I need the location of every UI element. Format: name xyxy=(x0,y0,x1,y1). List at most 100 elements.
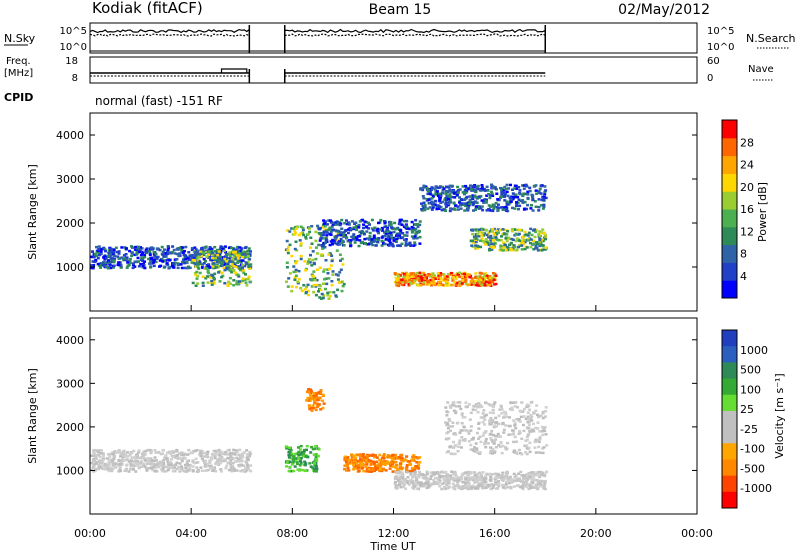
power-echo-1909 xyxy=(488,236,492,239)
velocity-echo-1385 xyxy=(530,473,534,477)
power-echo-2281 xyxy=(439,205,443,209)
velocity-echo-588 xyxy=(293,465,297,468)
nave-tick-bottom: 0 xyxy=(707,73,713,84)
power-echo-2050 xyxy=(543,193,547,196)
velocity-echo-1885 xyxy=(463,438,467,441)
velocity-echo-1833 xyxy=(529,401,533,404)
velocity-echo-920 xyxy=(408,460,412,463)
velocity-echoes xyxy=(90,388,549,491)
velocity-echo-235 xyxy=(95,449,99,452)
velocity-echo-906 xyxy=(371,467,375,470)
velocity-echo-661 xyxy=(287,469,291,473)
velocity-echo-1841 xyxy=(454,433,458,436)
power-echo-950 xyxy=(320,297,323,300)
velocity-echo-276 xyxy=(104,465,108,468)
velocity-echo-975 xyxy=(366,469,370,473)
velocity-echo-1591 xyxy=(494,416,498,420)
power-echo-433 xyxy=(127,263,131,267)
power-echo-2401 xyxy=(476,184,480,188)
power-echo-2028 xyxy=(461,203,465,207)
velocity-echo-1347 xyxy=(530,477,534,481)
power-echo-474 xyxy=(101,263,105,266)
power-echo-1959 xyxy=(540,238,543,242)
velocity-echo-490 xyxy=(125,464,129,467)
power-echo-1671 xyxy=(494,274,498,277)
velocity-echo-1531 xyxy=(394,470,398,474)
velocity-echo-642 xyxy=(293,452,297,456)
velocity-echo-626 xyxy=(309,465,313,468)
velocity-echo-527 xyxy=(186,469,190,472)
velocity-echo-172 xyxy=(117,449,121,452)
power-echo-2244 xyxy=(474,196,478,199)
velocity-echo-265 xyxy=(226,461,230,465)
velocity-echo-1658 xyxy=(458,439,462,442)
power-echo-1224 xyxy=(380,236,384,239)
power-echo-810 xyxy=(324,259,328,262)
velocity-echo-1914 xyxy=(501,422,505,425)
power-echo-1904 xyxy=(481,231,485,235)
velocity-echo-206 xyxy=(229,463,233,466)
power-echo-1685 xyxy=(478,271,482,275)
velocity-echo-1758 xyxy=(491,418,495,422)
power-echo-528 xyxy=(181,246,185,249)
velocity-echo-71 xyxy=(207,468,211,472)
power-echo-5 xyxy=(99,266,103,269)
velocity-echo-247 xyxy=(140,452,144,456)
velocity-echo-1525 xyxy=(516,484,520,487)
power-echo-967 xyxy=(292,270,296,274)
power-echo-580 xyxy=(206,270,210,274)
velocity-echo-1668 xyxy=(483,423,486,426)
power-echo-2216 xyxy=(471,203,475,207)
power-echo-2374 xyxy=(539,192,543,195)
velocity-echo-1653 xyxy=(458,405,461,408)
power-echo-1078 xyxy=(367,227,371,230)
power-echo-2094 xyxy=(503,195,507,198)
power-echo-1625 xyxy=(484,276,488,280)
power-echo-951 xyxy=(294,274,298,278)
power-echo-35 xyxy=(109,253,113,257)
power-echo-1200 xyxy=(361,231,365,235)
power-echo-1863 xyxy=(534,230,538,234)
power-echo-1058 xyxy=(410,229,414,232)
power-echo-892 xyxy=(317,243,321,247)
power-echo-82 xyxy=(91,260,95,263)
velocity-echo-1474 xyxy=(461,481,465,484)
velocity-echo-1822 xyxy=(518,420,522,423)
power-echo-762 xyxy=(215,266,219,269)
velocity-echo-792 xyxy=(418,456,422,459)
power-echo-1782 xyxy=(502,241,506,244)
power-echo-304 xyxy=(96,249,100,253)
power-echo-711 xyxy=(234,257,238,261)
power-echo-485 xyxy=(138,250,142,254)
power-echo-1748 xyxy=(496,228,500,231)
velocity-echo-1449 xyxy=(481,487,485,490)
power-echo-432 xyxy=(99,250,103,253)
velocity-echo-1759 xyxy=(528,441,532,445)
power-echo-1898 xyxy=(541,244,545,247)
velocity-echo-976 xyxy=(354,456,358,459)
power-echo-1629 xyxy=(468,276,472,279)
velocity-echo-636 xyxy=(299,462,303,465)
velocity-echo-864 xyxy=(375,456,379,459)
power-echo-758 xyxy=(230,270,234,274)
velocity-echo-112 xyxy=(231,462,235,465)
power-echo-1264 xyxy=(341,239,345,243)
power-echo-2166 xyxy=(468,200,472,204)
power-echo-1590 xyxy=(467,273,471,276)
velocity-echo-1818 xyxy=(452,440,455,444)
power-echo-1566 xyxy=(484,280,488,284)
velocity-echo-1206 xyxy=(404,487,408,490)
velocity-echo-1126 xyxy=(422,473,426,477)
power-echo-1036 xyxy=(405,231,409,234)
power-echo-680 xyxy=(204,259,207,263)
velocity-echo-1387 xyxy=(446,473,449,476)
velocity-echo-1320 xyxy=(538,475,542,479)
power-echo-1822 xyxy=(510,237,514,241)
power-echo-2409 xyxy=(459,207,463,210)
power-echo-643 xyxy=(196,274,200,278)
power-echo-1490 xyxy=(413,281,417,284)
power-echo-1159 xyxy=(386,226,389,230)
velocity-echo-372 xyxy=(135,456,139,459)
power-echo-1703 xyxy=(487,236,490,239)
power-echo-632 xyxy=(244,273,247,276)
